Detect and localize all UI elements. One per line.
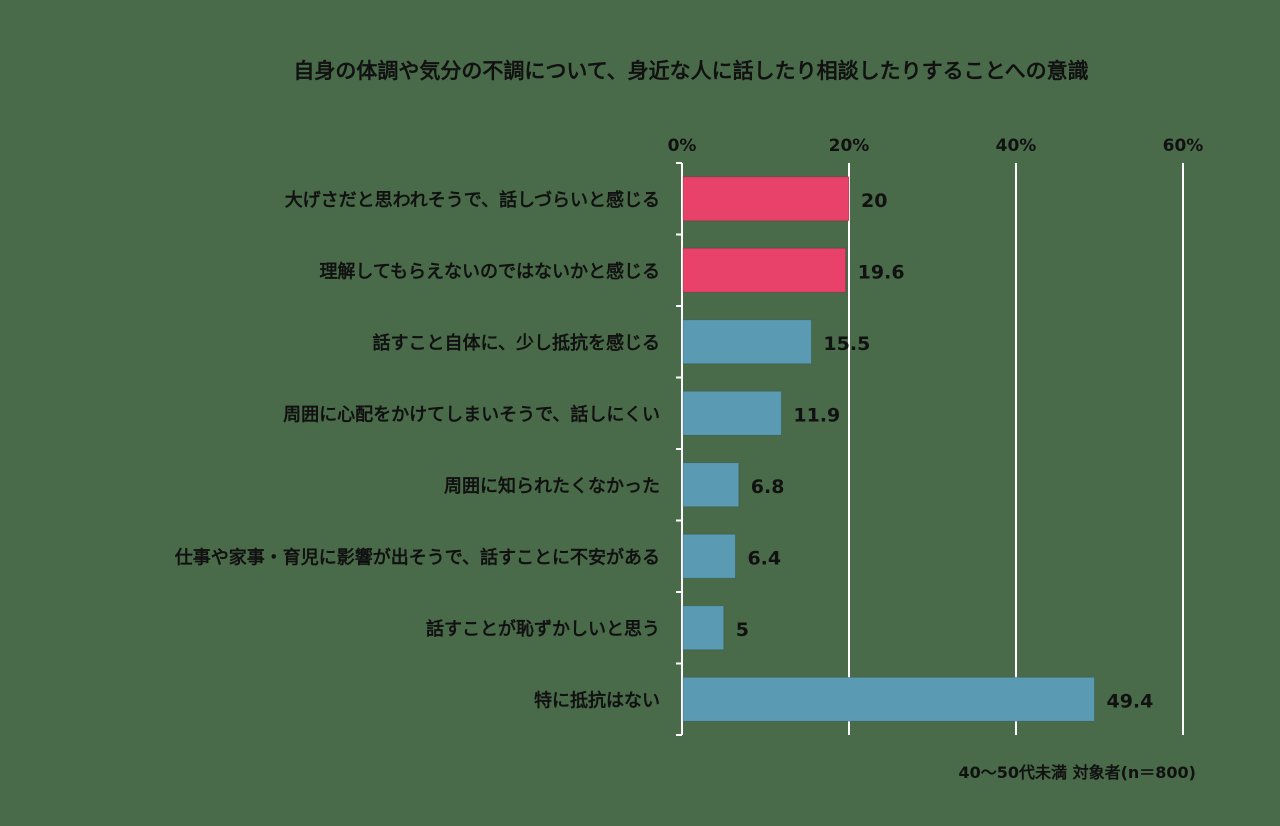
x-tick-label: 60% [1163, 136, 1204, 156]
bar [682, 319, 812, 365]
bar [682, 247, 847, 293]
category-label: 特に抵抗はない [534, 689, 660, 711]
category-label: 理解してもらえないのではないかと感じる [319, 260, 660, 282]
bar [682, 676, 1095, 722]
chart-title: 自身の体調や気分の不調について、身近な人に話したり相談したりすることへの意識 [293, 59, 1088, 83]
bar [682, 176, 850, 222]
value-label: 11.9 [793, 404, 840, 426]
value-label: 6.8 [751, 476, 785, 498]
value-label: 20 [861, 190, 887, 212]
value-label: 6.4 [747, 547, 781, 569]
x-tick-label: 0% [668, 136, 697, 156]
value-label: 19.6 [858, 261, 905, 283]
bar [682, 605, 725, 651]
sample-note: 40～50代未満 対象者(n＝800) [958, 763, 1196, 782]
bar [682, 462, 740, 508]
value-label: 15.5 [823, 333, 870, 355]
category-label: 周囲に知られたくなかった [444, 475, 660, 497]
category-label: 話すこと自体に、少し抵抗を感じる [373, 332, 660, 354]
x-tick-label: 40% [996, 136, 1037, 156]
category-label: 大げさだと思われそうで、話しづらいと感じる [285, 189, 660, 211]
category-label: 話すことが恥ずかしいと思う [426, 618, 660, 640]
bar [682, 390, 782, 436]
value-label: 49.4 [1106, 690, 1153, 712]
x-tick-label: 20% [829, 136, 870, 156]
category-label: 仕事や家事・育児に影響が出そうで、話すことに不安がある [174, 546, 660, 568]
bar [682, 533, 736, 579]
value-label: 5 [736, 619, 749, 641]
category-label: 周囲に心配をかけてしまいそうで、話しにくい [283, 403, 660, 425]
